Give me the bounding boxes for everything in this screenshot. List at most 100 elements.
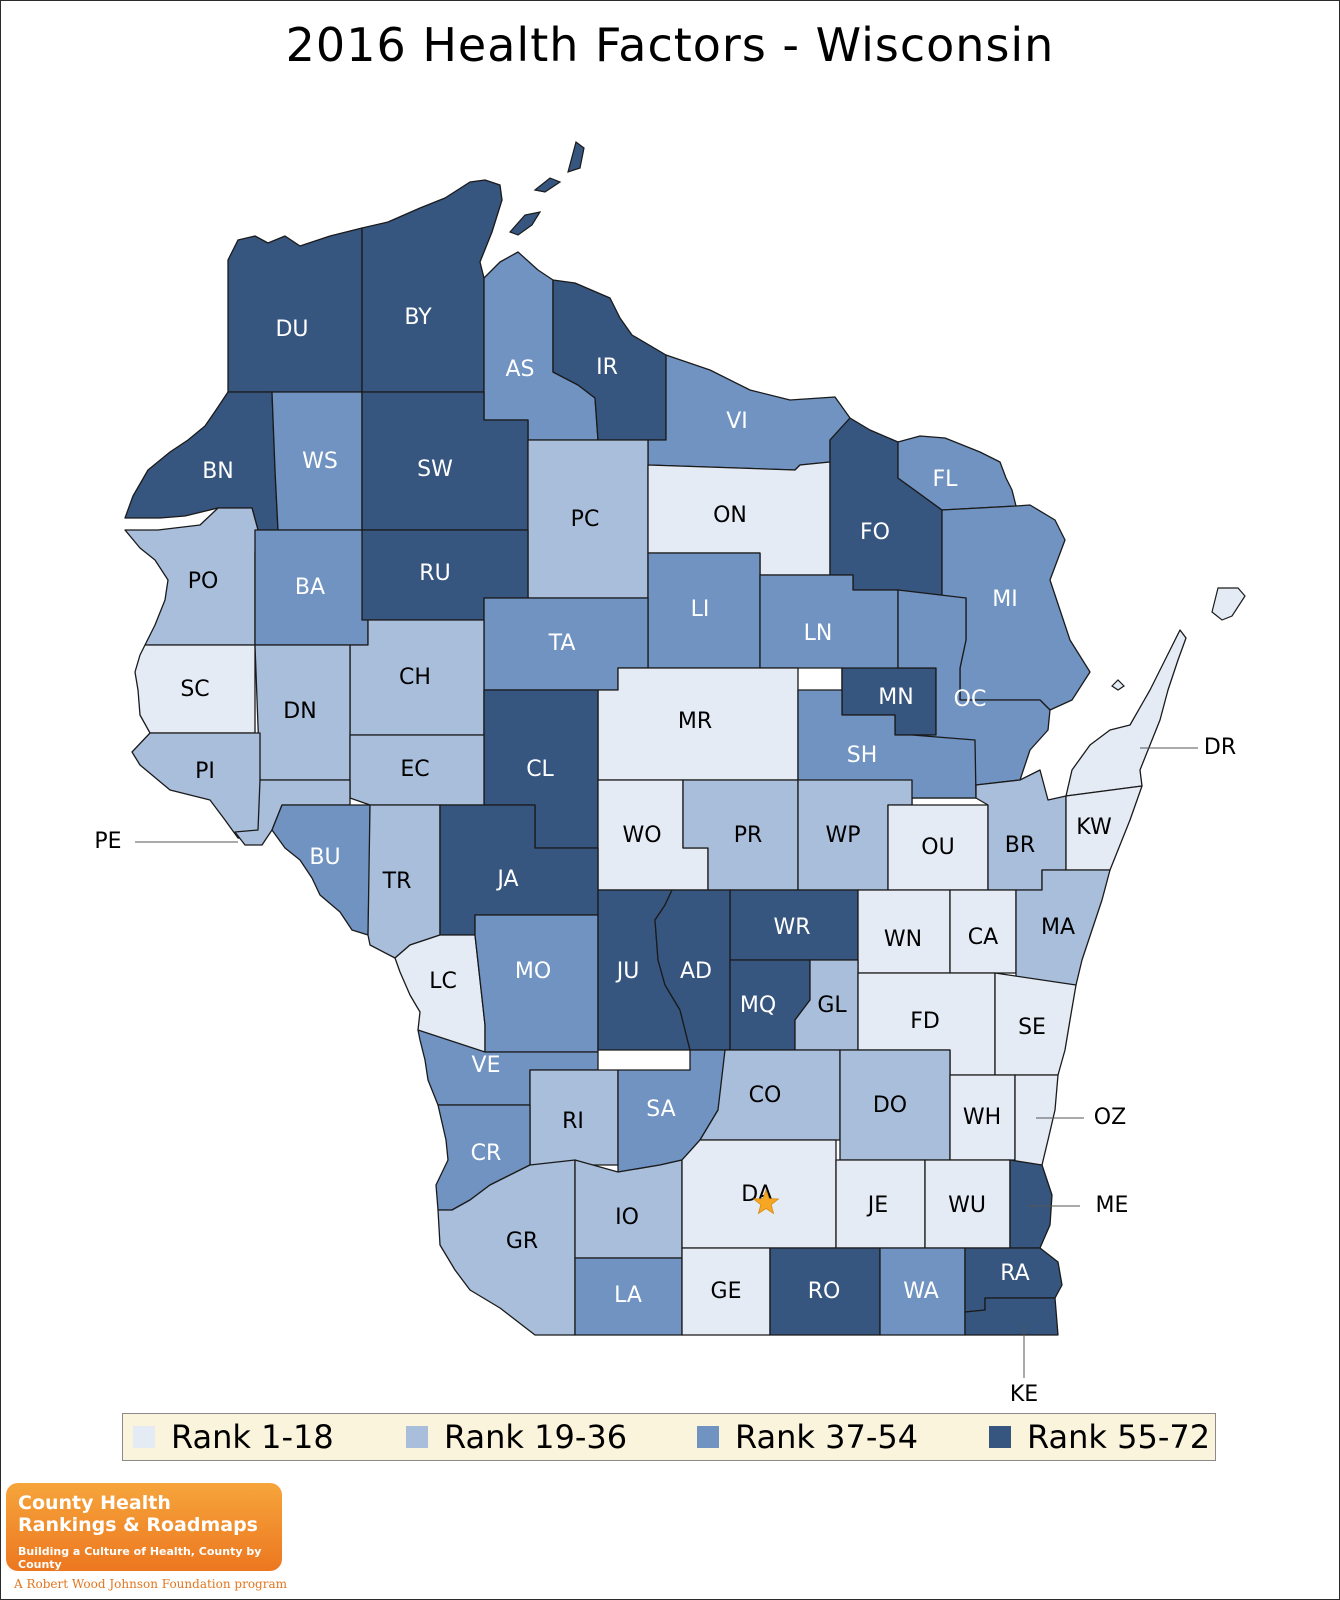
legend-swatch: [406, 1426, 428, 1448]
county-label-je: JE: [866, 1193, 888, 1218]
county-label-dr: DR: [1204, 735, 1236, 760]
county-label-ca: CA: [968, 925, 998, 950]
county-bu[interactable]: [271, 804, 371, 936]
county-label-ja: JA: [495, 867, 518, 892]
star-icon: [752, 1188, 780, 1215]
island-shape: [1211, 587, 1246, 621]
county-label-lc: LC: [429, 969, 457, 994]
county-pi[interactable]: [131, 732, 269, 841]
county-label-ws: WS: [302, 449, 338, 474]
county-label-on: ON: [713, 503, 747, 528]
island-shape: [567, 140, 585, 173]
county-label-pc: PC: [571, 507, 600, 532]
county-label-li: LI: [691, 597, 710, 622]
island-shape: [533, 177, 562, 193]
county-label-pe: PE: [94, 829, 121, 854]
legend-label: Rank 19-36: [444, 1418, 628, 1456]
county-label-co: CO: [749, 1083, 782, 1108]
legend-swatch: [697, 1426, 719, 1448]
county-label-ch: CH: [399, 665, 431, 690]
county-label-bu: BU: [309, 845, 340, 870]
county-label-me: ME: [1096, 1193, 1129, 1218]
county-label-se: SE: [1018, 1015, 1046, 1040]
county-label-sc: SC: [180, 677, 209, 702]
legend-label: Rank 1-18: [171, 1418, 334, 1456]
county-label-ro: RO: [808, 1279, 841, 1304]
logo-tagline: Building a Culture of Health, County by …: [18, 1545, 262, 1571]
county-label-do: DO: [873, 1093, 907, 1118]
county-label-wo: WO: [622, 823, 661, 848]
county-label-ru: RU: [419, 561, 450, 586]
county-label-wn: WN: [884, 927, 922, 952]
county-label-sa: SA: [646, 1097, 675, 1122]
county-label-ve: VE: [472, 1053, 501, 1078]
county-label-oc: OC: [954, 687, 987, 712]
county-vi[interactable]: [647, 354, 851, 471]
county-label-wr: WR: [773, 915, 810, 940]
county-ke[interactable]: [964, 1297, 1059, 1336]
legend-swatch: [133, 1426, 155, 1448]
county-label-sw: SW: [417, 457, 453, 482]
legend-item-rank-4: Rank 55-72: [989, 1414, 1210, 1460]
county-label-cl: CL: [526, 757, 554, 782]
county-label-sh: SH: [847, 743, 878, 768]
county-label-oz: OZ: [1094, 1105, 1126, 1130]
county-pe[interactable]: [234, 779, 351, 846]
county-label-ta: TA: [548, 631, 576, 656]
county-label-wu: WU: [948, 1193, 986, 1218]
county-label-la: LA: [614, 1283, 642, 1308]
leader-lines: [135, 747, 1198, 1378]
county-label-wa: WA: [903, 1279, 939, 1304]
lake-features: [508, 140, 1246, 691]
county-label-io: IO: [615, 1205, 639, 1230]
county-label-wp: WP: [825, 823, 860, 848]
county-oz[interactable]: [1014, 1074, 1059, 1166]
legend-item-rank-3: Rank 37-54: [697, 1414, 918, 1460]
county-label-mq: MQ: [740, 993, 776, 1018]
legend-item-rank-2: Rank 19-36: [406, 1414, 627, 1460]
county-label-ba: BA: [295, 575, 325, 600]
page-title: 2016 Health Factors - Wisconsin: [285, 18, 1055, 72]
county-label-du: DU: [275, 317, 308, 342]
county-label-po: PO: [188, 569, 219, 594]
county-by[interactable]: [361, 179, 503, 393]
county-label-pi: PI: [195, 759, 215, 784]
county-label-ad: AD: [680, 959, 712, 984]
county-label-mo: MO: [515, 959, 551, 984]
rank-legend: Rank 1-18 Rank 19-36 Rank 37-54 Rank 55-…: [122, 1413, 1216, 1461]
county-label-ln: LN: [804, 621, 833, 646]
county-label-bn: BN: [202, 459, 234, 484]
county-me[interactable]: [1009, 1159, 1053, 1249]
county-label-fl: FL: [933, 467, 959, 492]
legend-label: Rank 37-54: [735, 1418, 919, 1456]
county-label-mn: MN: [878, 685, 913, 710]
island-shape: [1111, 679, 1125, 691]
county-sc[interactable]: [134, 644, 256, 734]
logo-line-1: County Health: [18, 1492, 171, 1514]
county-label-gr: GR: [506, 1229, 538, 1254]
county-label-fo: FO: [860, 520, 890, 545]
legend-item-rank-1: Rank 1-18: [133, 1414, 334, 1460]
county-du[interactable]: [227, 227, 363, 393]
county-label-pr: PR: [734, 823, 763, 848]
county-label-kw: KW: [1076, 815, 1112, 840]
county-dr[interactable]: [1065, 629, 1187, 797]
county-label-ir: IR: [596, 355, 618, 380]
legend-swatch: [989, 1426, 1011, 1448]
county-label-fd: FD: [910, 1009, 940, 1034]
county-label-ra: RA: [1000, 1261, 1029, 1286]
county-labels: DU BY AS IR VI BN WS SW PC ON FO FL PO BA RU LI MI TA LN SC…: [94, 305, 1236, 1407]
county-label-tr: TR: [382, 869, 412, 894]
county-label-by: BY: [404, 305, 432, 330]
county-label-cr: CR: [471, 1141, 502, 1166]
county-label-ri: RI: [562, 1109, 584, 1134]
county-label-mr: MR: [678, 709, 712, 734]
county-fl[interactable]: [897, 435, 1017, 511]
county-label-ec: EC: [400, 757, 429, 782]
county-label-ge: GE: [711, 1279, 742, 1304]
rwjf-credit: A Robert Wood Johnson Foundation program: [14, 1577, 287, 1591]
county-label-br: BR: [1005, 833, 1035, 858]
county-label-vi: VI: [726, 409, 748, 434]
county-label-ou: OU: [921, 835, 954, 860]
